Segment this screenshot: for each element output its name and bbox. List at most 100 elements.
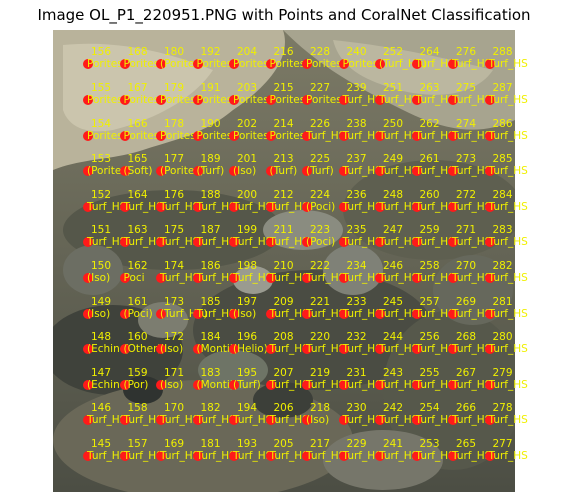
point-number: 229 [346,438,367,450]
sample-point [156,273,166,283]
sample-point [265,451,276,461]
point-classification: Turf_HS [415,307,455,320]
point-number: 244 [383,331,404,344]
point-classification: Porites [342,58,379,71]
sample-point [448,201,458,212]
point-number: 272 [456,188,477,201]
point-classification: Turf_HS [233,450,273,462]
point-classification: Turf_HS [306,307,346,320]
sample-point [448,95,458,105]
sample-point [83,451,93,461]
point-number: 177 [164,153,185,166]
point-classification: Porites [269,94,306,106]
sample-point [448,344,458,355]
point-number: 254 [419,402,440,415]
sample-point [302,95,312,105]
point-number: 165 [127,153,148,166]
point-number: 150 [91,260,112,272]
point-number: 285 [492,153,513,166]
sample-point [484,344,495,355]
point-classification: Turf_HS [160,272,200,284]
sample-point [338,344,349,355]
sample-point [192,95,203,105]
point-number: 259 [419,224,440,237]
point-classification: (Echino) [87,343,131,356]
sample-point [338,201,349,212]
point-classification: Turf_HS [379,200,419,213]
point-number: 258 [419,260,440,272]
sample-point [229,130,239,141]
point-number: 260 [419,188,440,201]
point-number: 251 [383,82,404,94]
point-classification: Turf_HS [452,307,492,320]
point-number: 246 [383,260,404,272]
point-classification: Turf_HS [342,307,382,320]
point-classification: Turf_HS [306,378,346,391]
point-classification: (Monti) [196,378,234,391]
sample-point [156,166,166,177]
point-number: 225 [310,153,331,166]
sample-point [448,379,458,390]
point-classification: Turf_HS [269,307,309,320]
point-number: 277 [492,438,513,450]
point-classification: Turf_HS [233,236,273,249]
sample-point [119,59,130,70]
point-number: 284 [492,188,513,201]
point-classification: Turf_HS [160,236,200,249]
sample-point [375,59,385,70]
point-number: 216 [273,46,294,59]
sample-point [338,130,349,141]
point-classification: Turf_HS [488,58,528,71]
point-number: 265 [456,438,477,450]
sample-point [448,59,458,70]
sample-point [83,95,93,105]
point-classification: Turf_HS [123,200,163,213]
sample-point [375,237,385,248]
point-classification: Porites [269,129,306,142]
point-classification: Turf_HS [342,236,382,249]
sample-point [192,379,203,390]
point-number: 179 [164,82,185,94]
sample-point [119,237,130,248]
point-number: 245 [383,295,404,308]
sample-point [265,308,276,319]
point-number: 158 [127,402,148,415]
point-number: 191 [200,82,221,94]
sample-point [302,451,312,461]
sample-point [338,166,349,177]
figure-title: Image OL_P1_220951.PNG with Points and C… [37,6,531,24]
point-number: 250 [383,117,404,130]
point-classification: Turf_HS [488,272,528,284]
point-number: 268 [456,331,477,344]
sample-point [375,415,385,426]
point-number: 247 [383,224,404,237]
point-number: 236 [346,188,367,201]
sample-point [229,308,239,319]
sample-point [265,273,276,283]
point-number: 152 [91,188,112,201]
sample-point [192,273,203,283]
sample-point [448,308,458,319]
point-number: 283 [492,224,513,237]
sample-point [265,59,276,70]
point-classification: Turf_HS [342,94,382,106]
point-classification: Porites [123,58,160,71]
point-classification: Turf_HS [488,236,528,249]
point-classification: (Porites) [160,58,204,71]
point-classification: Turf_HS [415,165,455,178]
point-classification: Turf_HS [452,200,492,213]
point-classification: Porites [160,94,196,106]
sample-point [484,59,495,70]
point-number: 213 [273,153,294,166]
point-classification: Turf_HS [415,94,455,106]
sample-point [411,308,422,319]
point-classification: Turf_HS [196,414,236,427]
point-classification: Turf_HS [87,200,127,213]
point-classification: Turf_HS [415,272,455,284]
point-classification: Turf_HS [233,414,273,427]
point-classification: Poci [123,272,145,284]
point-classification: Turf_HS [488,129,528,142]
point-number: 195 [237,366,258,379]
point-classification: Turf_HS [452,272,492,284]
point-classification: Turf_HS [269,343,309,356]
